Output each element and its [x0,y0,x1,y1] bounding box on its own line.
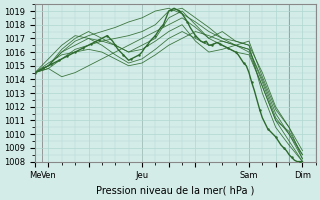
X-axis label: Pression niveau de la mer( hPa ): Pression niveau de la mer( hPa ) [96,186,255,196]
